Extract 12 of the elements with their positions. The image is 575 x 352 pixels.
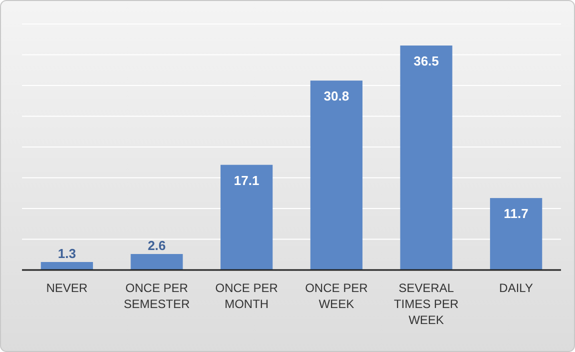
x-tick-label: ONCE PER SEMESTER [124,281,190,311]
x-tick-label: NEVER [46,281,88,295]
x-tick-label: DAILY [499,281,533,295]
x-tick-label: ONCE PER MONTH [215,281,278,311]
x-tick-label: ONCE PER WEEK [305,281,368,311]
data-label: 17.1 [234,172,260,188]
data-label: 36.5 [414,54,439,69]
data-label: 11.7 [504,206,528,222]
x-tick-label: SEVERAL TIMES PER WEEK [394,281,459,327]
data-label: 2.6 [148,238,166,254]
data-label: 30.8 [324,88,350,104]
data-label: 1.3 [58,246,76,262]
